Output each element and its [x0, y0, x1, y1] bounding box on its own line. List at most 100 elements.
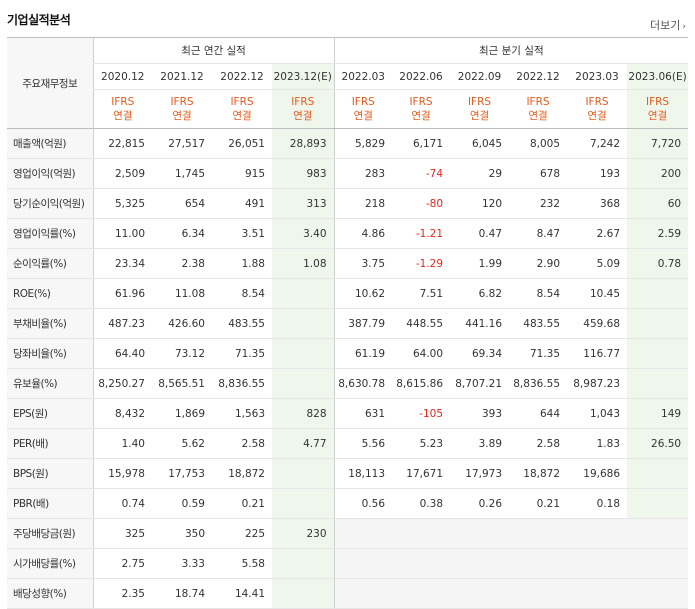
table-cell	[567, 578, 628, 609]
table-cell: 116.77	[567, 338, 628, 369]
accounting-standard: IFRS 연결	[272, 89, 335, 129]
row-label: ROE(%)	[7, 278, 93, 309]
table-cell: -1.21	[392, 218, 451, 249]
row-label: 유보율(%)	[7, 368, 93, 399]
table-cell: 17,671	[392, 458, 451, 489]
table-cell: 491	[212, 188, 272, 219]
more-link[interactable]: 더보기 ›	[650, 17, 686, 33]
table-cell: 3.33	[152, 548, 212, 579]
table-cell: 426.60	[152, 308, 212, 339]
table-row: 당기순이익(억원) 5,325 654 491 313 218 -80 120 232 368 60	[7, 188, 689, 219]
table-cell: 1,563	[212, 398, 272, 429]
accounting-standard-top: IFRS	[351, 96, 375, 108]
table-cell: 441.16	[450, 308, 510, 339]
table-cell: 283	[333, 158, 393, 189]
table-cell: 7,242	[567, 128, 628, 159]
accounting-standard-bottom: 연결	[353, 110, 373, 122]
table-cell: 6,171	[392, 128, 451, 159]
table-cell: 61.19	[333, 338, 393, 369]
accounting-standard-top: IFRS	[585, 96, 609, 108]
table-row: 시가배당률(%) 2.75 3.33 5.58	[7, 548, 689, 579]
table-cell: 1.99	[450, 248, 510, 279]
table-row: 순이익률(%) 23.34 2.38 1.88 1.08 3.75 -1.29 1.99 2.9…	[7, 248, 689, 279]
row-label: BPS(원)	[7, 458, 93, 489]
table-cell: 218	[333, 188, 393, 219]
table-cell: 5.23	[392, 428, 451, 459]
table-cell: 1.40	[92, 428, 152, 459]
table-cell: 7,720	[627, 128, 689, 159]
chevron-right-icon: ›	[682, 22, 686, 32]
table-cell: 448.55	[392, 308, 451, 339]
accounting-standard-top: IFRS	[646, 96, 670, 108]
table-cell	[333, 518, 393, 549]
table-cell	[567, 518, 628, 549]
table-cell	[627, 578, 689, 609]
table-cell: 1.88	[212, 248, 272, 279]
table-cell: 483.55	[509, 308, 568, 339]
row-label: 당좌비율(%)	[7, 338, 93, 369]
accounting-standard-bottom: 연결	[469, 110, 490, 122]
table-cell	[392, 548, 451, 579]
table-cell: 64.40	[92, 338, 152, 369]
table-row: PBR(배) 0.74 0.59 0.21 0.56 0.38 0.26 0.21 0.18	[7, 488, 689, 519]
period-header: 2022.12	[509, 63, 568, 90]
accounting-standard: IFRS 연결	[212, 89, 272, 129]
table-cell: 149	[627, 398, 689, 429]
annual-group-header: 최근 연간 실적	[92, 37, 335, 64]
table-cell	[627, 458, 689, 489]
table-cell	[392, 578, 451, 609]
table-cell	[272, 578, 335, 609]
table-cell: 2.35	[92, 578, 152, 609]
accounting-standard-top: IFRS	[170, 96, 194, 108]
table-cell: 64.00	[392, 338, 451, 369]
table-cell: 459.68	[567, 308, 628, 339]
table-cell	[450, 548, 510, 579]
accounting-standard: IFRS 연결	[450, 89, 510, 129]
accounting-standard: IFRS 연결	[392, 89, 451, 129]
table-cell	[627, 338, 689, 369]
row-label: 영업이익(억원)	[7, 158, 93, 189]
table-cell: 2.38	[152, 248, 212, 279]
period-header: 2022.12	[212, 63, 272, 90]
accounting-standard: IFRS 연결	[509, 89, 568, 129]
table-cell: 60	[627, 188, 689, 219]
table-cell: 6,045	[450, 128, 510, 159]
table-cell	[509, 548, 568, 579]
table-cell	[567, 548, 628, 579]
table-cell: 6.82	[450, 278, 510, 309]
table-row: 매출액(억원) 22,815 27,517 26,051 28,893 5,829 6,17…	[7, 128, 689, 159]
period-header: 2023.06(E)	[627, 63, 689, 90]
table-cell: 631	[333, 398, 393, 429]
accounting-standard-bottom: 연결	[411, 110, 431, 122]
table-cell: 8,987.23	[567, 368, 628, 399]
table-cell: 18.74	[152, 578, 212, 609]
table-cell: 8,565.51	[152, 368, 212, 399]
table-cell: 2.59	[627, 218, 689, 249]
table-cell: 2.90	[509, 248, 568, 279]
accounting-standard-bottom: 연결	[528, 110, 548, 122]
table-cell: 313	[272, 188, 335, 219]
accounting-standard-top: IFRS	[409, 96, 433, 108]
table-cell	[333, 578, 393, 609]
accounting-standard-bottom: 연결	[293, 110, 313, 122]
table-cell: 8.54	[509, 278, 568, 309]
table-cell: 15,978	[92, 458, 152, 489]
table-cell: 10.62	[333, 278, 393, 309]
table-cell: 0.18	[567, 488, 628, 519]
accounting-standard: IFRS 연결	[92, 89, 152, 129]
table-cell: 483.55	[212, 308, 272, 339]
table-cell: 200	[627, 158, 689, 189]
table-cell: 120	[450, 188, 510, 219]
table-cell: 18,872	[509, 458, 568, 489]
table-cell: 3.51	[212, 218, 272, 249]
accounting-standard-top: IFRS	[467, 96, 492, 108]
table-cell: 828	[272, 398, 335, 429]
table-cell	[272, 548, 335, 579]
table-cell: 8,005	[509, 128, 568, 159]
table-cell: 678	[509, 158, 568, 189]
table-cell: 0.59	[152, 488, 212, 519]
table-row: 부채비율(%) 487.23 426.60 483.55 387.79 448.55 441…	[7, 308, 689, 339]
quarter-group-header: 최근 분기 실적	[333, 37, 689, 64]
accounting-standard-bottom: 연결	[647, 110, 668, 122]
